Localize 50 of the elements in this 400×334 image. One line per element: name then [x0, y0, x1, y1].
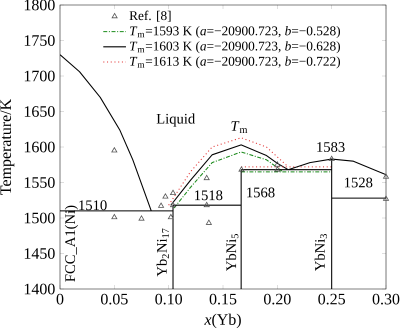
annotation: Yb$_{2}$Ni$_{17}$: [156, 228, 169, 276]
point: [111, 214, 118, 220]
annotation: YbNi$_{3}$: [314, 234, 328, 272]
y-tick-label: 1450: [24, 248, 55, 259]
x-tick-label: 0.30: [372, 294, 400, 305]
annotation: 1568: [247, 188, 275, 198]
annotation: FCC_A1(Ni): [64, 206, 78, 282]
annotation: 1518: [195, 190, 222, 200]
y-tick-label: 1600: [24, 142, 55, 152]
y-tick-label: 1750: [24, 35, 55, 46]
y-tick-label: 1550: [24, 177, 55, 188]
y-tick-label: 1650: [24, 106, 55, 117]
y-tick-label: 1500: [24, 212, 55, 224]
point: [204, 174, 210, 180]
annotation: YbNi$_{5}$: [226, 234, 238, 272]
point: [162, 193, 168, 199]
point: [170, 190, 176, 196]
point: [206, 220, 212, 225]
y-tick-label: 1400: [24, 284, 55, 294]
point: [383, 174, 389, 179]
x-axis-title: x(Yb): [204, 314, 241, 328]
x-tick-label: 0.15: [210, 294, 236, 305]
point: [138, 215, 144, 221]
legend-label: T$_{m}$=1613 K (a=−20900.723, b=−0.722): [130, 56, 340, 68]
legend-label: Ref. [8]: [130, 10, 171, 22]
point: [111, 147, 118, 152]
x-tick-label: 0.05: [100, 294, 128, 305]
annotation: 1528: [344, 178, 372, 188]
point: [274, 161, 280, 167]
point: [204, 202, 210, 208]
legend-label: T$_{m}$=1593 K (a=−20900.723, b=−0.528): [130, 26, 340, 38]
annotation: 1583: [317, 142, 345, 152]
point: [274, 166, 280, 172]
point: [328, 156, 335, 161]
point: [168, 214, 174, 220]
point: [383, 196, 389, 201]
point: [238, 166, 244, 172]
y-tick-label: 1800: [24, 0, 55, 10]
x-tick-label: 0.20: [264, 294, 291, 305]
annotation: 1510: [79, 200, 107, 210]
annotation: Liquid: [156, 113, 196, 127]
point: [158, 202, 164, 208]
x-tick-label: 0.25: [318, 294, 345, 305]
x-tick-label: 0: [56, 294, 64, 304]
y-tick-label: 1700: [24, 70, 55, 82]
x-tick-label: 0.10: [155, 294, 182, 305]
point: [170, 202, 176, 208]
y-axis-title: Temperature/K: [0, 99, 14, 195]
legend-label: T$_{m}$=1603 K (a=−20900.723, b=−0.628): [130, 41, 340, 54]
annotation: T$_{m}$: [231, 121, 248, 133]
